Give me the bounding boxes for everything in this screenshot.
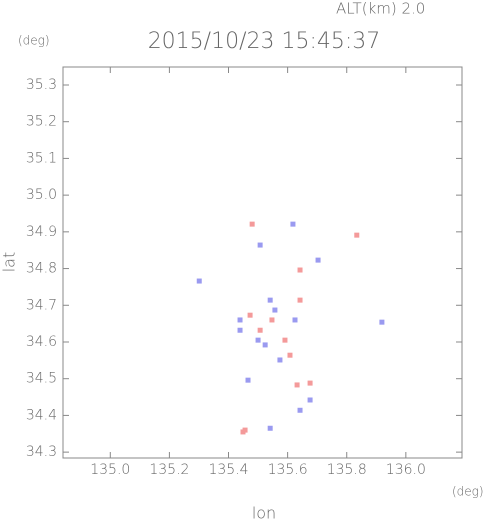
echo-cell — [257, 242, 263, 248]
echo-cell — [294, 382, 300, 388]
y-tick-label: 34.9 — [26, 224, 57, 240]
x-tick-label: 135.8 — [327, 462, 367, 478]
echo-cell — [267, 297, 273, 303]
echo-cell — [354, 232, 360, 238]
echo-cell — [272, 307, 278, 313]
echo-cell — [287, 352, 293, 358]
x-unit: (deg) — [452, 485, 484, 499]
echo-cell — [257, 327, 263, 333]
x-tick-label: 135.0 — [90, 462, 130, 478]
chart-subtitle: ALT(km) 2.0 — [336, 0, 425, 18]
y-tick-label: 35.3 — [26, 77, 57, 93]
echo-cell — [267, 425, 273, 431]
y-unit: (deg) — [18, 34, 50, 48]
x-tick-label: 136.0 — [386, 462, 426, 478]
y-tick-label: 34.4 — [26, 407, 57, 423]
echo-cell — [307, 380, 313, 386]
y-tick-label: 35.2 — [26, 114, 57, 130]
x-tick-label: 135.2 — [149, 462, 189, 478]
echo-cell — [247, 312, 253, 318]
echo-cell — [240, 429, 246, 435]
y-axis-label: lat — [0, 252, 19, 273]
echo-cell — [307, 397, 313, 403]
x-tick-label: 135.6 — [268, 462, 308, 478]
echo-cell — [315, 257, 321, 263]
echo-cell — [297, 297, 303, 303]
y-tick-label: 34.7 — [26, 297, 57, 313]
chart-title: 2015/10/23 15:45:37 — [148, 29, 381, 54]
x-tick-label: 135.4 — [208, 462, 248, 478]
y-tick-label: 34.8 — [26, 261, 57, 277]
echo-cell — [297, 407, 303, 413]
echo-cell — [292, 317, 298, 323]
echo-cell — [196, 278, 202, 284]
y-tick-label: 35.0 — [26, 187, 57, 203]
plot-frame — [62, 66, 463, 459]
echo-cell — [297, 267, 303, 273]
echo-cell — [277, 357, 283, 363]
y-tick-label: 34.6 — [26, 334, 57, 350]
echo-cell — [255, 337, 261, 343]
echo-cell — [290, 221, 296, 227]
echo-cell — [379, 319, 385, 325]
echo-cell — [245, 377, 251, 383]
x-axis-label: lon — [252, 504, 276, 521]
echo-cell — [249, 221, 255, 227]
echo-cell — [237, 317, 243, 323]
y-tick-label: 34.3 — [26, 444, 57, 460]
echo-cell — [237, 327, 243, 333]
echo-cell — [269, 317, 275, 323]
y-tick-label: 35.1 — [26, 150, 57, 166]
y-tick-label: 34.5 — [26, 371, 57, 387]
echo-cell — [262, 342, 268, 348]
echo-cell — [282, 337, 288, 343]
